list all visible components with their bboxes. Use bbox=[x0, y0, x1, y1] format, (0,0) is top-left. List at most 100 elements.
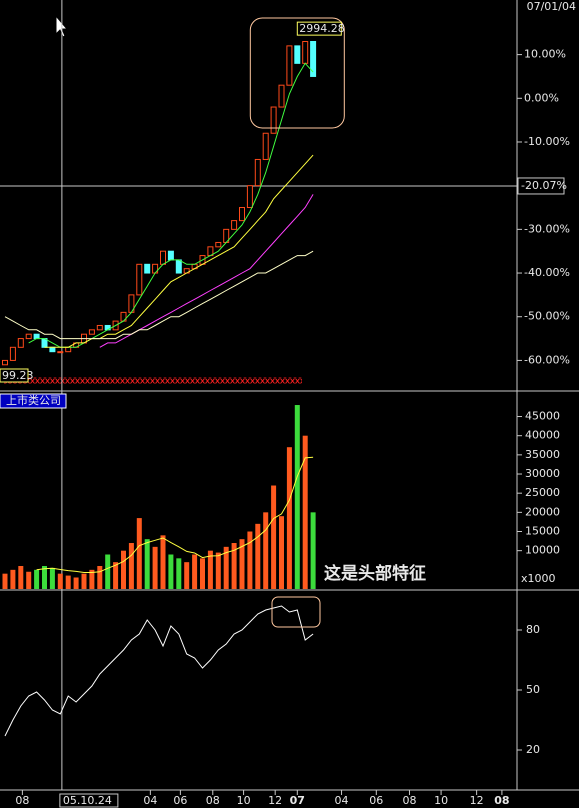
volume-bar bbox=[144, 539, 150, 589]
x-tick-label: 06 bbox=[173, 794, 187, 807]
y-tick-label: 50 bbox=[526, 683, 540, 696]
annotation: 这是头部特征 bbox=[324, 563, 426, 584]
candle bbox=[65, 346, 72, 353]
volume-bar bbox=[207, 550, 213, 589]
candle bbox=[57, 351, 64, 354]
volume-bar bbox=[231, 543, 237, 589]
crosshair-y-label: -20.07% bbox=[521, 179, 567, 192]
candle bbox=[302, 41, 309, 64]
indicator-highlight bbox=[271, 596, 321, 628]
candle bbox=[239, 207, 245, 222]
volume-bar bbox=[176, 558, 182, 589]
unit-label: x1000 bbox=[521, 572, 556, 585]
y-tick-label: 30000 bbox=[525, 467, 560, 480]
volume-bar bbox=[113, 562, 119, 589]
corner-date: 07/01/04 bbox=[527, 0, 576, 13]
volume-bar bbox=[255, 523, 261, 589]
volume-bar bbox=[18, 566, 24, 589]
peak-highlight bbox=[249, 17, 345, 129]
candle bbox=[88, 329, 95, 335]
volume-bar bbox=[73, 577, 79, 589]
y-tick-label: -10.00% bbox=[524, 135, 570, 148]
volume-bar bbox=[152, 546, 158, 589]
volume-bar bbox=[57, 573, 63, 589]
low-label-box bbox=[0, 368, 29, 383]
volume-bar bbox=[200, 558, 205, 589]
y-tick-label: 10000 bbox=[525, 544, 560, 557]
volume-bar bbox=[247, 531, 253, 589]
volume-bar bbox=[128, 543, 134, 589]
indicator-line bbox=[4, 605, 314, 737]
y-tick-label: 10.00% bbox=[524, 48, 566, 61]
candle bbox=[310, 41, 317, 77]
volume-ma bbox=[36, 456, 314, 573]
x-tick-label: 08 bbox=[494, 794, 509, 807]
volume-bar bbox=[2, 573, 8, 589]
candle bbox=[25, 333, 32, 340]
high-label: 2994.28 bbox=[299, 22, 345, 35]
volume-bar bbox=[168, 554, 174, 589]
crosshair-x-box bbox=[59, 793, 119, 808]
volume-bar bbox=[239, 539, 245, 589]
x-tick-label: 12 bbox=[268, 794, 282, 807]
high-label-box bbox=[296, 21, 342, 36]
y-tick-label: 15000 bbox=[525, 525, 560, 538]
legend-box bbox=[0, 393, 67, 409]
legend-text: 上市类公司 bbox=[6, 393, 61, 407]
candle bbox=[215, 241, 222, 248]
candle bbox=[49, 346, 56, 353]
moving-average bbox=[44, 154, 314, 348]
x-tick-label: 08 bbox=[402, 794, 416, 807]
y-tick-label: 45000 bbox=[525, 410, 560, 423]
volume-bar bbox=[81, 573, 87, 589]
candle bbox=[33, 333, 40, 340]
volume-bar bbox=[10, 569, 16, 589]
volume-bar bbox=[26, 571, 32, 589]
candle bbox=[262, 132, 269, 160]
candle bbox=[9, 346, 16, 361]
volume-bar bbox=[34, 569, 40, 589]
candle bbox=[270, 106, 277, 134]
y-tick-label: 25000 bbox=[525, 486, 560, 499]
volume-bar bbox=[294, 405, 300, 589]
candle bbox=[167, 250, 174, 261]
volume-bar bbox=[49, 567, 55, 589]
x-tick-label: 12 bbox=[470, 794, 484, 807]
volume-bar bbox=[65, 575, 71, 589]
candle bbox=[96, 324, 103, 331]
low-label: 99.23 bbox=[2, 369, 34, 382]
y-tick-label: 20 bbox=[526, 743, 540, 756]
candle bbox=[136, 263, 143, 296]
y-tick-label: -30.00% bbox=[524, 222, 570, 235]
candle bbox=[278, 84, 285, 108]
crosshair-x-label: 05.10.24 bbox=[63, 794, 112, 807]
signal-marks bbox=[4, 377, 302, 384]
y-tick-label: -40.00% bbox=[524, 266, 570, 279]
volume-bar bbox=[215, 552, 221, 589]
volume-bar bbox=[136, 518, 142, 589]
x-tick-label: 08 bbox=[15, 794, 29, 807]
volume-bar bbox=[89, 569, 95, 589]
x-tick-label: 10 bbox=[237, 794, 251, 807]
volume-bar bbox=[192, 554, 198, 589]
candle bbox=[144, 263, 151, 274]
candle bbox=[175, 259, 182, 274]
y-tick-label: 40000 bbox=[525, 429, 560, 442]
x-tick-label: 08 bbox=[206, 794, 220, 807]
y-tick-label: 80 bbox=[526, 623, 540, 636]
moving-average bbox=[4, 250, 314, 340]
volume-bar bbox=[121, 550, 126, 589]
crosshair-y-box bbox=[517, 177, 565, 195]
volume-bar bbox=[286, 447, 292, 589]
candle bbox=[160, 250, 166, 265]
y-tick-label: -60.00% bbox=[524, 353, 570, 366]
volume-bar bbox=[310, 512, 316, 589]
candle bbox=[231, 220, 238, 230]
y-tick-label: 0.00% bbox=[524, 91, 559, 104]
volume-bar bbox=[105, 554, 111, 589]
y-tick-label: 35000 bbox=[525, 448, 560, 461]
candle bbox=[254, 158, 261, 187]
x-tick-label: 04 bbox=[143, 794, 157, 807]
